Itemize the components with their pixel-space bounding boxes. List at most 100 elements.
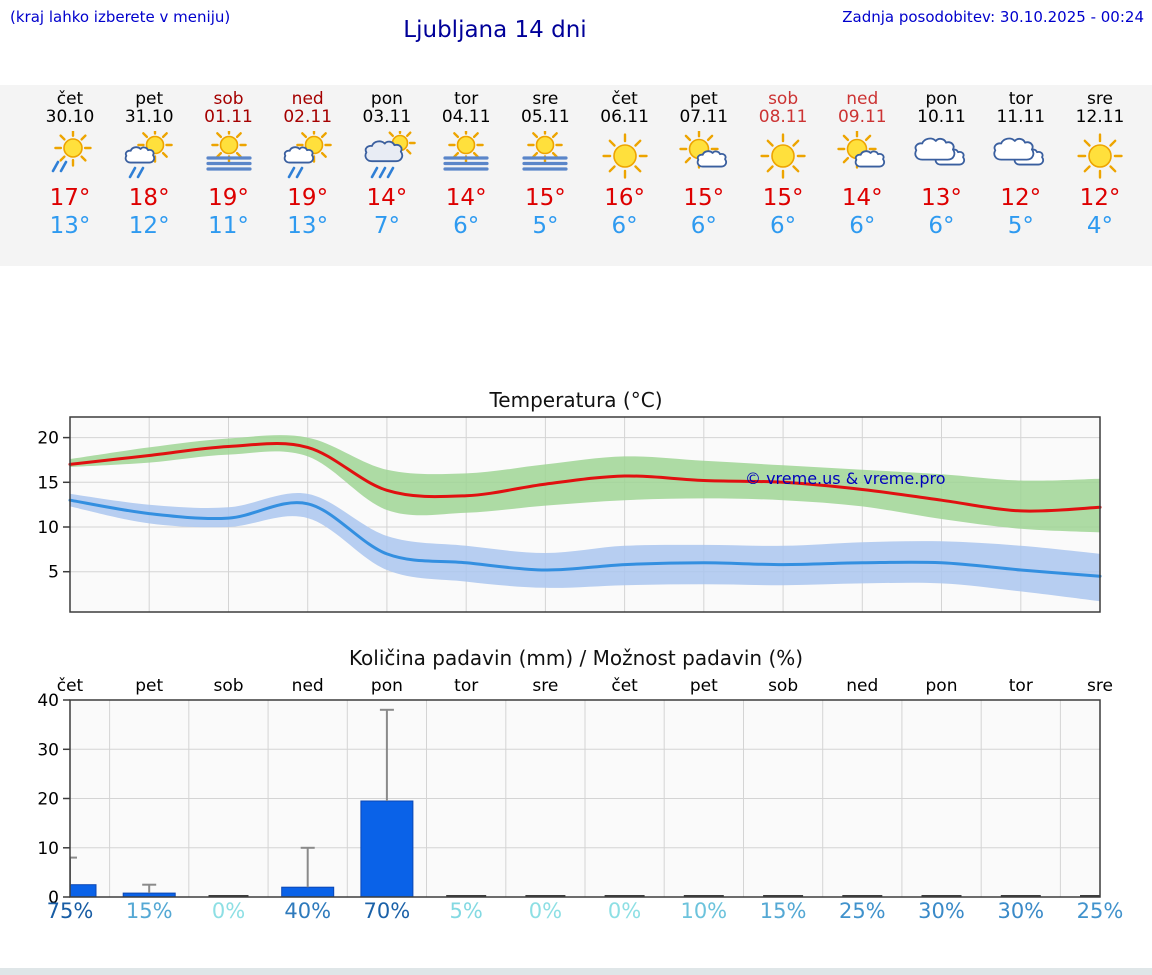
precip-probabilities: 75% 15% 0% 40% 70% 5% 0% 0% 10% 15% 25% 30% 30% 25% <box>0 899 1152 925</box>
min-temp: 4° <box>1086 213 1114 239</box>
max-temp: 12° <box>1000 185 1042 211</box>
precipitation-chart: 0 10 20 30 40 <box>37 691 1101 908</box>
sun-cloud-icon <box>663 129 745 183</box>
min-temp: 13° <box>287 213 329 239</box>
forecast-day[interactable]: ned 09.11 14° 6° <box>821 85 903 243</box>
precip-day-label: čet <box>611 676 638 696</box>
precip-y-tick: 30 <box>37 740 59 760</box>
min-temp: 5° <box>532 213 559 239</box>
precip-probability: 0% <box>211 899 246 923</box>
max-temp: 15° <box>525 185 566 211</box>
forecast-strip: čet 30.10 17° 13° pet 31.10 18° 12° sob 01.11 19° 1… <box>0 85 1152 266</box>
day-name: pon <box>370 89 403 109</box>
precip-zero-bar <box>921 895 962 897</box>
forecast-day[interactable]: tor 04.11 14° 6° <box>425 85 507 243</box>
cloudy-icon <box>980 129 1062 183</box>
precip-day-label: tor <box>1008 676 1033 696</box>
day-name: sob <box>213 89 244 109</box>
sun-fog-icon <box>425 127 507 183</box>
menu-hint: (kraj lahko izberete v meniju) <box>10 8 231 26</box>
forecast-day[interactable]: ned 02.11 19° 13° <box>267 85 349 243</box>
temp-y-tick: 5 <box>48 563 59 583</box>
sun-fog-icon <box>188 127 270 183</box>
precip-probability: 0% <box>607 899 642 923</box>
min-temp: 6° <box>453 213 480 239</box>
day-date: 06.11 <box>600 107 649 127</box>
day-name: tor <box>454 89 479 109</box>
temperature-chart-title: Temperatura (°C) <box>489 388 663 412</box>
forecast-day[interactable]: čet 06.11 16° 6° <box>584 85 666 243</box>
precip-day-label: sre <box>1087 676 1113 696</box>
max-temp: 19° <box>287 185 329 211</box>
max-temp: 19° <box>208 185 249 211</box>
day-date: 11.11 <box>996 107 1046 127</box>
confidence-band <box>70 435 1100 533</box>
temp-y-tick: 20 <box>37 429 59 449</box>
sun-icon <box>584 129 666 183</box>
precip-bar <box>70 884 97 897</box>
sun-cloud-showers-icon <box>108 127 190 183</box>
max-temp: 13° <box>921 185 962 211</box>
day-date: 12.11 <box>1075 107 1125 127</box>
day-date: 05.11 <box>521 107 570 127</box>
precip-zero-bar <box>763 895 804 897</box>
precip-zero-bar <box>683 895 724 897</box>
sun-icon <box>1059 129 1141 183</box>
forecast-day[interactable]: pet 31.10 18° 12° <box>108 85 190 243</box>
forecast-day[interactable]: sre 12.11 12° 4° <box>1059 85 1141 243</box>
day-date: 31.10 <box>124 107 174 127</box>
min-temp: 6° <box>928 213 955 239</box>
forecast-day[interactable]: sre 05.11 15° 5° <box>504 85 586 243</box>
precip-day-label: ned <box>846 676 879 696</box>
temp-y-tick: 10 <box>37 518 59 538</box>
precip-day-label: čet <box>56 676 84 696</box>
forecast-day[interactable]: tor 11.11 12° 5° <box>980 85 1062 243</box>
day-name: sre <box>1087 89 1113 109</box>
precip-zero-bar <box>208 895 249 897</box>
max-temp: 18° <box>128 185 170 211</box>
last-update: Zadnja posodobitev: 30.10.2025 - 00:24 <box>842 8 1144 26</box>
precip-zero-bar <box>1000 895 1041 897</box>
precip-bar <box>281 886 335 897</box>
forecast-day[interactable]: pon 03.11 14° 7° <box>346 85 428 243</box>
precip-zero-bar <box>604 895 645 897</box>
forecast-day[interactable]: pet 07.11 15° 6° <box>663 85 745 243</box>
forecast-day[interactable]: sob 01.11 19° 11° <box>188 85 270 243</box>
watermark-link[interactable]: © vreme.us & vreme.pro <box>745 469 946 488</box>
max-temp: 17° <box>49 185 91 211</box>
day-date: 30.10 <box>45 107 95 127</box>
precip-probability: 0% <box>528 899 563 923</box>
precip-zero-bar <box>525 895 566 897</box>
forecast-day[interactable]: pon 10.11 13° 6° <box>901 85 983 243</box>
day-date: 07.11 <box>679 107 729 127</box>
precip-probability: 15% <box>759 899 807 923</box>
forecast-day[interactable]: sob 08.11 15° 6° <box>742 85 824 243</box>
precip-y-tick: 20 <box>37 790 59 810</box>
day-name: čet <box>611 89 638 109</box>
min-temp: 11° <box>208 213 249 239</box>
day-name: ned <box>291 89 324 109</box>
min-temp: 6° <box>690 213 717 239</box>
precip-probability: 75% <box>46 899 94 923</box>
max-temp: 16° <box>604 185 645 211</box>
forecast-day[interactable]: čet 30.10 17° 13° <box>29 85 111 243</box>
rain-sun-icon <box>346 127 428 183</box>
sun-cloud-showers-icon <box>267 127 349 183</box>
page-title-wrap: Ljubljana 14 dni <box>0 17 990 43</box>
max-temp: 15° <box>762 185 804 211</box>
precip-probability: 15% <box>125 899 173 923</box>
day-name: pon <box>925 89 958 109</box>
precip-probability: 70% <box>363 899 411 923</box>
precip-bar <box>360 800 414 897</box>
min-temp: 6° <box>849 213 876 239</box>
max-temp: 14° <box>366 185 408 211</box>
precip-probability: 30% <box>997 899 1045 923</box>
page-title: Ljubljana 14 dni <box>403 17 587 43</box>
precip-y-tick: 0 <box>48 888 59 908</box>
precip-day-label: pon <box>925 676 958 696</box>
day-date: 04.11 <box>441 107 491 127</box>
precip-day-label: pet <box>689 676 718 696</box>
max-temp: 15° <box>683 185 725 211</box>
precip-probability: 10% <box>680 899 728 923</box>
